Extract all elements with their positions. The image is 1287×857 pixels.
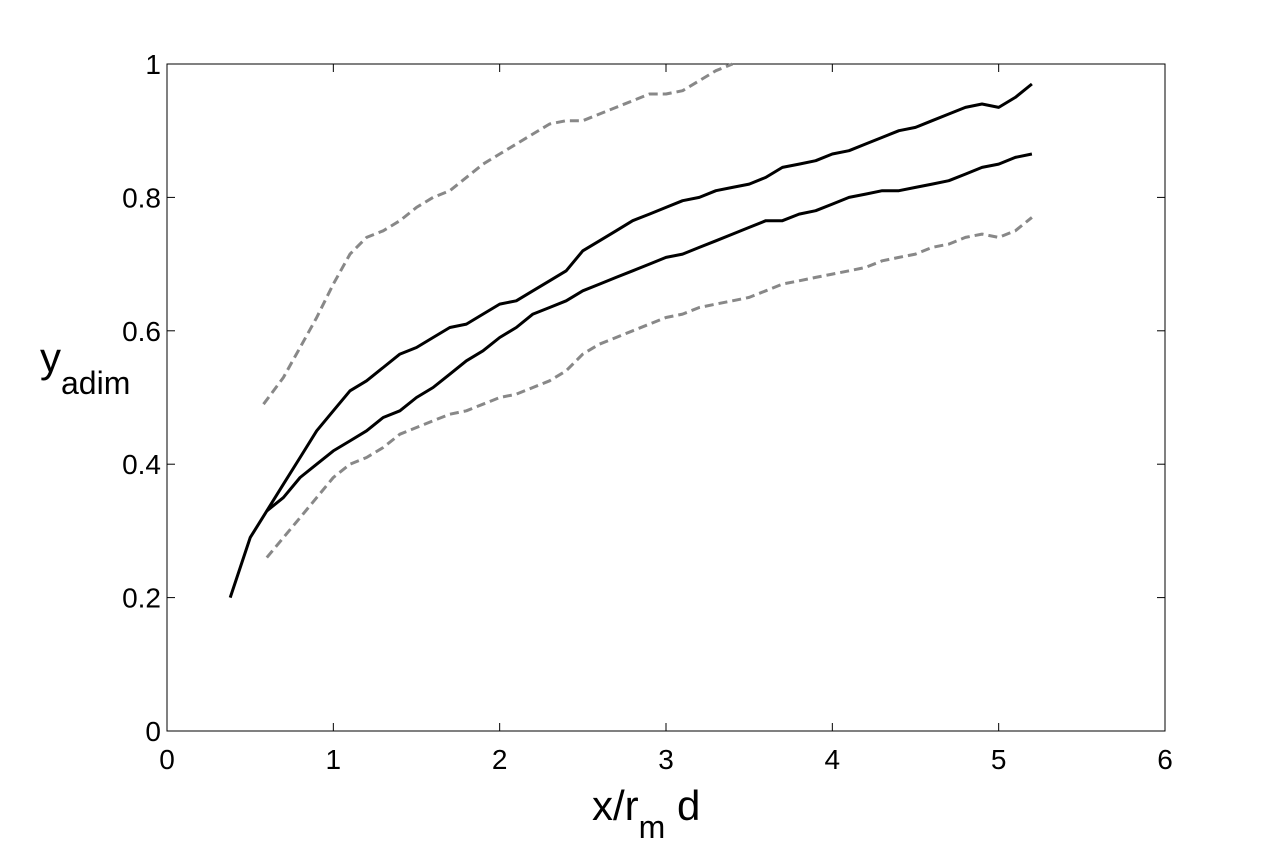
series-layer <box>228 62 1033 599</box>
x-tick-label: 5 <box>991 744 1007 775</box>
solid-series-line-2 <box>265 152 1033 513</box>
axis-ticks <box>166 63 1166 732</box>
x-tick-label: 6 <box>1157 744 1173 775</box>
y-axis-label-main: y <box>40 334 61 381</box>
x-axis-label-main: x/r <box>592 782 639 829</box>
y-tick-label: 0.2 <box>122 583 161 614</box>
x-tick-label: 3 <box>658 744 674 775</box>
dashed-series-line-4 <box>265 216 1033 559</box>
y-tick-label: 0.4 <box>122 449 161 480</box>
x-tick-label: 0 <box>159 744 175 775</box>
x-axis-label-sub: m <box>639 809 666 845</box>
x-axis-label: x/rm d <box>592 782 700 845</box>
y-axis-label-sub: adim <box>61 365 130 401</box>
x-axis-label-tail: d <box>665 782 700 829</box>
y-tick-label: 0.6 <box>122 316 161 347</box>
y-axis-label: yadim <box>40 334 130 401</box>
x-tick-label: 2 <box>492 744 508 775</box>
x-tick-label: 1 <box>326 744 342 775</box>
dashed-series-line-3 <box>262 62 734 406</box>
y-tick-label: 0.8 <box>122 182 161 213</box>
x-tick-label: 4 <box>825 744 841 775</box>
tick-labels: 0 1 2 3 4 5 6 0 0.2 0.4 0.6 0.8 1 <box>122 49 1173 775</box>
y-tick-label: 0 <box>145 716 161 747</box>
solid-series-line-1 <box>228 82 1033 599</box>
axes-box <box>166 63 1166 732</box>
plot-area <box>166 62 1166 732</box>
y-tick-label: 1 <box>145 49 161 80</box>
